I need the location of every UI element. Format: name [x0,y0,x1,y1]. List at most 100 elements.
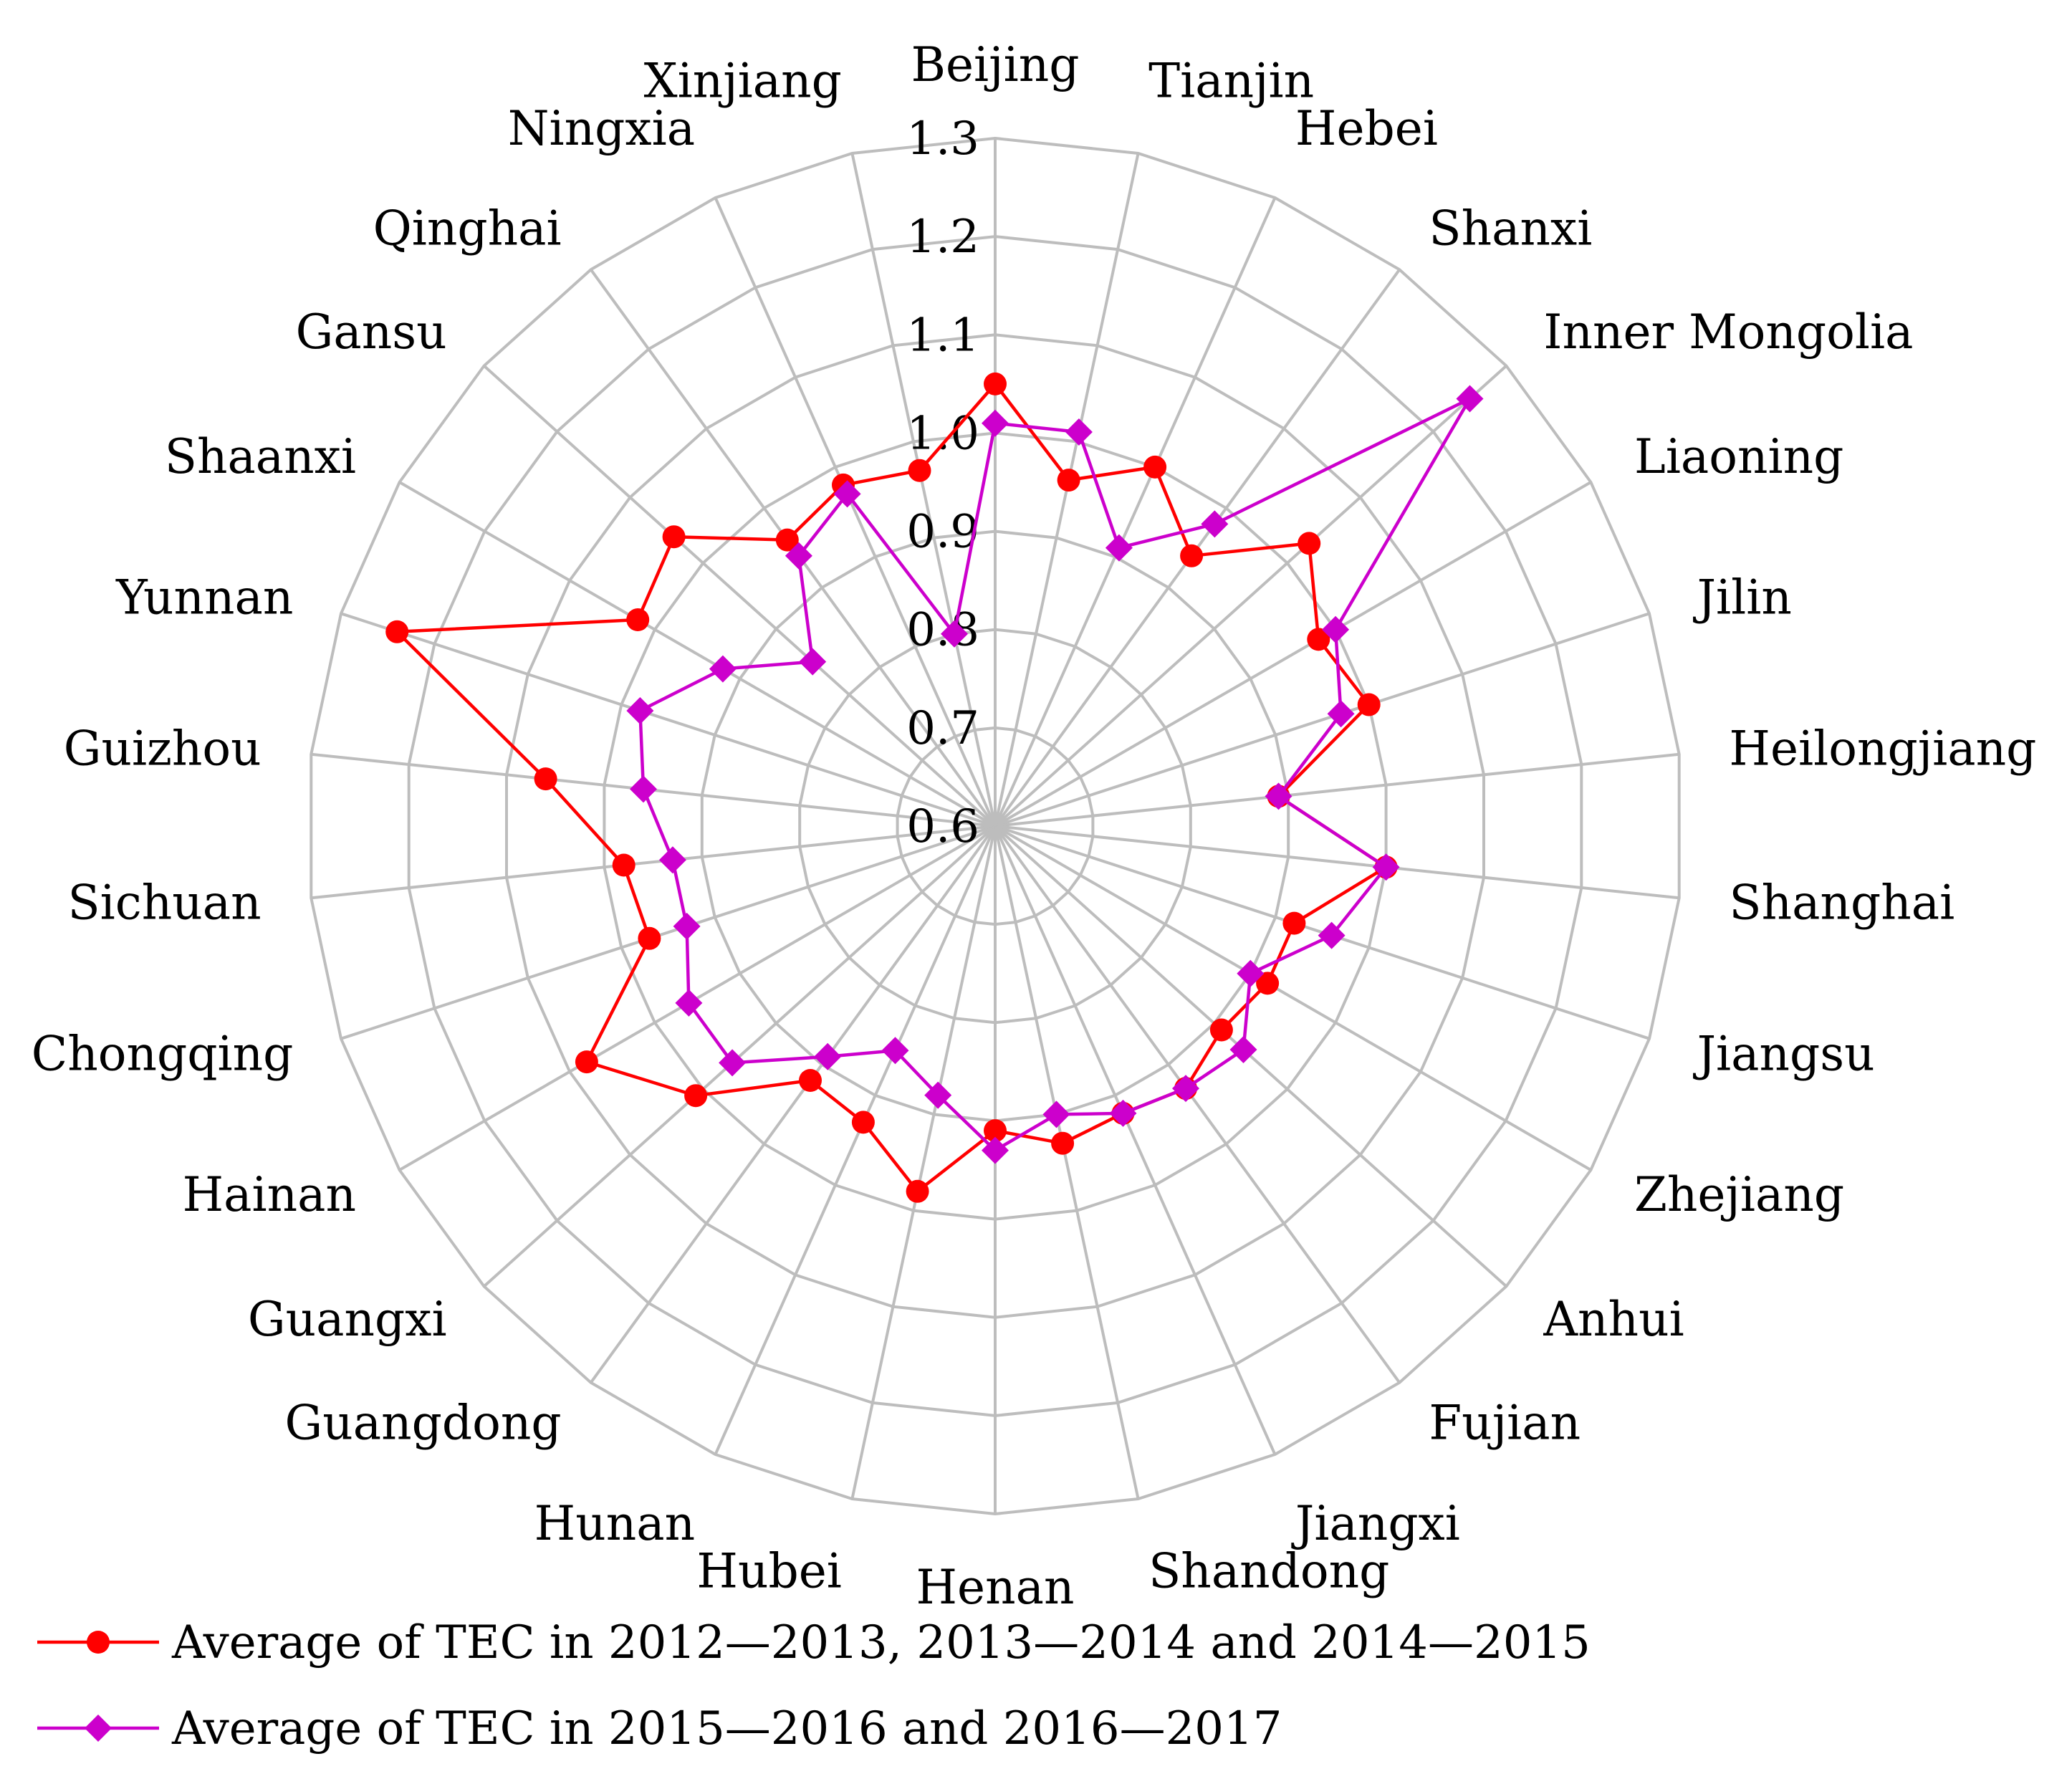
spoke-16 [850,825,997,1500]
data-point [881,1037,909,1065]
data-point [534,767,557,791]
spoke-26 [483,365,997,828]
tick-label: 0.7 [906,702,979,755]
tick-label: 0.8 [906,604,979,657]
spoke-13 [994,825,1277,1455]
data-point [941,620,968,648]
category-label: Fujian [1429,1395,1581,1450]
data-point [1109,1099,1137,1127]
data-point [924,1081,952,1109]
data-point [1265,782,1292,810]
category-label: Hainan [183,1167,356,1222]
category-label: Ningxia [508,101,695,156]
data-point [1357,693,1381,716]
category-label: Anhui [1543,1292,1684,1347]
data-point [626,697,654,724]
data-point [814,1042,842,1070]
spoke-22 [311,825,996,900]
category-label: Shaanxi [165,429,356,484]
data-point [833,480,861,508]
data-point [982,409,1009,437]
tick-label: 1.2 [906,211,979,264]
category-label: Jilin [1693,570,1792,625]
legend-item-0: Average of TEC in 2012—2013, 2013—2014 a… [37,1616,1591,1669]
legend-item-1: Average of TEC in 2015—2016 and 2016—201… [37,1702,1282,1755]
category-label: Shandong [1148,1544,1389,1599]
legend-marker [85,1715,112,1742]
tick-label: 0.9 [906,506,979,559]
series-0 [385,372,1398,1203]
category-label: Hebei [1295,101,1438,156]
category-label: Hubei [696,1544,841,1599]
data-point [1229,1036,1257,1063]
spoke-12 [994,825,1401,1384]
data-point [984,1119,1007,1143]
category-label: Xinjiang [644,54,842,109]
category-label: Jiangsu [1693,1026,1875,1081]
spoke-25 [398,481,996,828]
category-label: Yunnan [115,570,293,625]
spoke-18 [590,825,997,1384]
data-point [1105,534,1133,562]
category-label: Shanxi [1429,201,1592,256]
legend-label: Average of TEC in 2012—2013, 2013—2014 a… [171,1616,1591,1669]
data-point [575,1050,598,1074]
data-point [1180,544,1204,567]
data-point [675,989,703,1017]
data-point [638,926,661,950]
data-point [1327,700,1355,728]
spoke-5 [994,481,1592,828]
data-point [1051,1131,1075,1155]
data-point [851,1111,875,1134]
data-point [799,648,827,676]
spoke-8 [994,825,1679,900]
data-point [630,775,657,803]
data-point [799,1069,822,1092]
category-label: Inner Mongolia [1543,305,1913,360]
data-point [1318,921,1346,949]
spoke-14 [994,825,1140,1500]
data-point [1322,615,1350,643]
category-label: Gansu [296,305,447,360]
data-point [662,525,686,549]
data-point [1042,1101,1070,1128]
category-label: Jiangxi [1291,1496,1460,1551]
spoke-21 [340,825,996,1040]
series-1 [626,385,1484,1164]
spoke-11 [994,825,1507,1288]
category-label: Guangxi [248,1292,447,1347]
data-point [982,1136,1009,1164]
data-point [1307,628,1330,651]
tick-label: 1.3 [906,112,979,166]
legend-label: Average of TEC in 2015—2016 and 2016—201… [171,1702,1282,1755]
spoke-10 [994,825,1592,1171]
tick-label: 0.6 [906,800,979,853]
data-point [626,608,650,631]
data-point [1172,1075,1199,1103]
data-point [1256,972,1280,995]
spoke-24 [340,612,996,828]
tick-label: 1.1 [906,309,979,362]
category-label: Zhejiang [1634,1167,1844,1222]
spoke-2 [994,197,1277,827]
data-point [684,1084,708,1108]
axis-spokes [311,138,1679,1514]
data-point [1201,510,1229,538]
data-point [1065,418,1093,446]
spoke-29 [850,153,997,827]
category-label: Chongqing [32,1026,294,1081]
data-point [775,528,799,552]
category-label: Henan [916,1560,1075,1615]
category-label: Beijing [911,37,1080,92]
data-point [709,655,737,683]
data-series [385,372,1484,1203]
category-label: Guangdong [285,1395,562,1450]
category-label: Tianjin [1148,54,1314,109]
spoke-17 [714,825,997,1455]
category-label: Heilongjiang [1729,721,2036,776]
legend-marker [87,1631,110,1654]
data-point [908,459,931,482]
category-label: Sichuan [67,876,261,931]
spoke-19 [483,825,997,1288]
